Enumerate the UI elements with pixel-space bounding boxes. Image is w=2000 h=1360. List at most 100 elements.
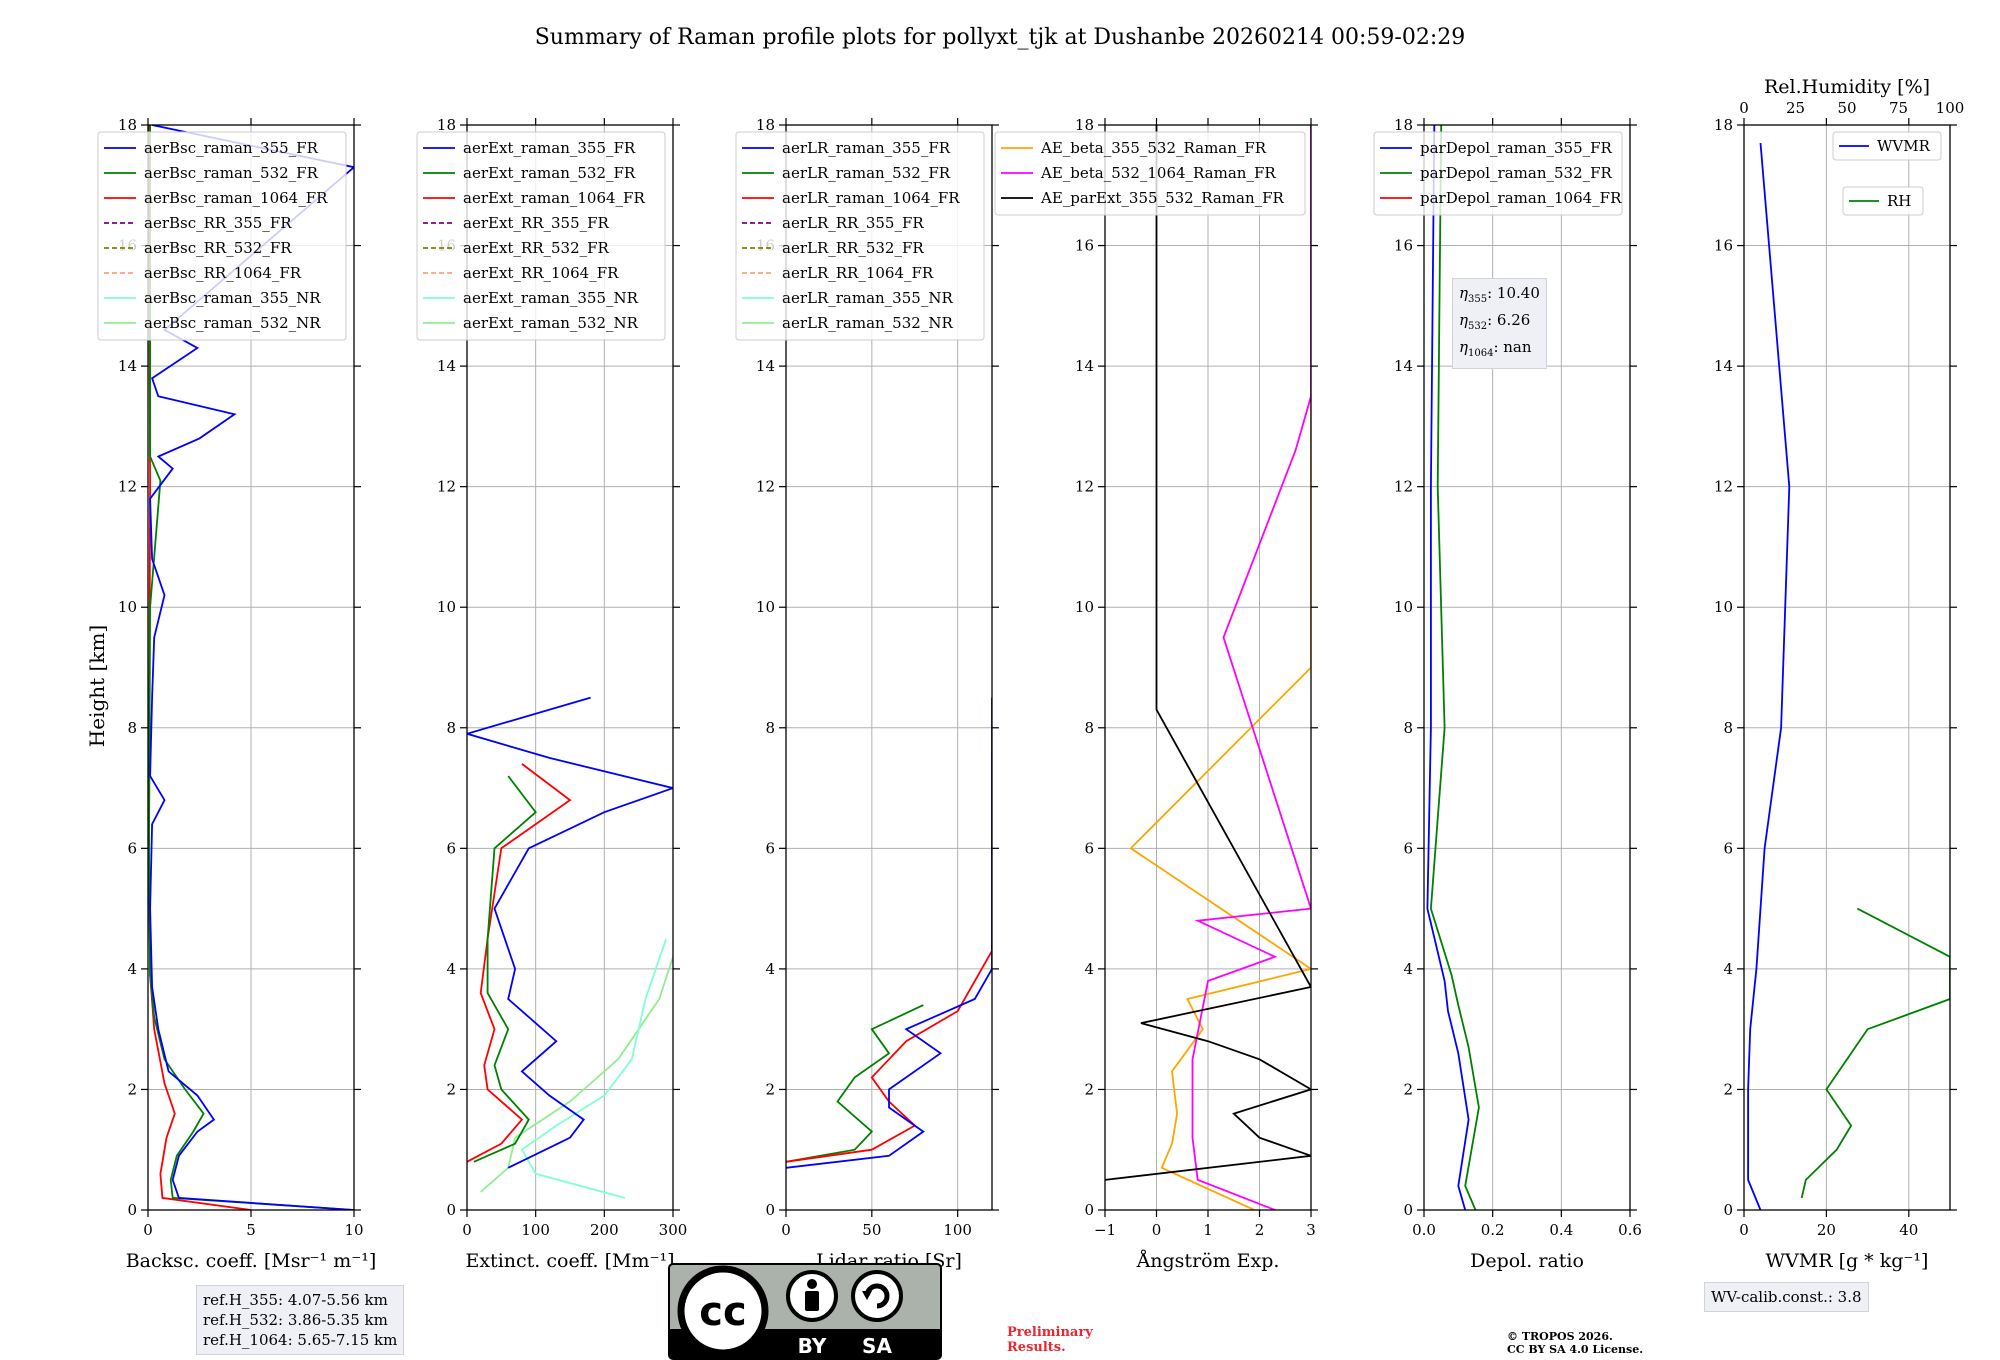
preliminary-line-2: Results. [1007, 1340, 1066, 1355]
ytick-label-depol-1: 2 [1403, 1080, 1413, 1098]
ytick-label-wv-8: 16 [1714, 237, 1733, 255]
eta-1064-line: η1064: nan [1459, 338, 1532, 359]
ytick-label-depol-7: 14 [1394, 357, 1413, 375]
panel-lr: 050100024681012141618Lidar ratio [Sr]aer… [735, 116, 999, 1272]
ytick-label-ae-5: 10 [1075, 598, 1094, 616]
ref-height-355: ref.H_355: 4.07-5.56 km [203, 1291, 388, 1309]
xtick-label-bsc-2: 10 [344, 1221, 363, 1239]
ytick-label-lr-1: 2 [765, 1080, 775, 1098]
cc-circle-icon [677, 1265, 769, 1357]
xlabel-ext: Extinct. coeff. [Mm⁻¹] [465, 1250, 674, 1272]
ytick-label-ae-1: 2 [1084, 1080, 1094, 1098]
legend-label-bsc-6: aerBsc_raman_355_NR [144, 289, 321, 307]
series-AE_parExt_355_532_Raman_FR [1105, 125, 1311, 1181]
xtick-label-wv-0: 0 [1739, 1221, 1749, 1239]
ytick-label-ext-4: 8 [446, 719, 456, 737]
legend-label-lr-1: aerLR_raman_532_FR [782, 164, 951, 182]
legend-label-lr-3: aerLR_RR_355_FR [782, 214, 924, 232]
legend-label-lr-7: aerLR_raman_532_NR [782, 314, 953, 332]
series-aerBsc_raman_355_FR [149, 125, 354, 1210]
axes-frame-lr [785, 124, 993, 1211]
xtick-label-wv-1: 20 [1817, 1221, 1836, 1239]
series-aerExt_raman_355_NR [520, 938, 667, 1199]
panel-wv: 0 20 40 0 2 4 6 8 10 12 14 16 18 WVMR [g * kg⁻¹] 0 25 50… [1714, 76, 1964, 1272]
xlabel-wv: WVMR [g * kg⁻¹] [1766, 1250, 1929, 1272]
ytick-label-lr-3: 6 [765, 839, 775, 857]
legend-label-bsc-5: aerBsc_RR_1064_FR [144, 264, 302, 282]
preliminary-line-1: Preliminary [1007, 1325, 1093, 1340]
wv-calibration-text: WV-calib.const.: 3.8 [1711, 1288, 1862, 1306]
legend-label-ext-6: aerExt_raman_355_NR [463, 289, 639, 307]
legend-label-lr-6: aerLR_raman_355_NR [782, 289, 953, 307]
ytick-label-lr-2: 4 [765, 960, 775, 978]
ytick-label-bsc-9: 18 [118, 116, 137, 134]
legend-label-lr-0: aerLR_raman_355_FR [782, 139, 951, 157]
ytick-label-wv-0: 0 [1723, 1201, 1733, 1219]
series-aerExt_raman_532_FR [473, 775, 537, 1163]
ytick-label-bsc-2: 4 [127, 960, 137, 978]
xtick-label-ae-1: 0 [1152, 1221, 1162, 1239]
legend-label-ext-7: aerExt_raman_532_NR [463, 314, 639, 332]
ytick-label-wv-9: 18 [1714, 116, 1733, 134]
legend-lr: aerLR_raman_355_FR aerLR_raman_532_FR aerL… [735, 131, 985, 341]
ytick-label-ext-6: 12 [437, 478, 456, 496]
ytick-label-ae-4: 8 [1084, 719, 1094, 737]
by-label: BY [798, 1334, 827, 1358]
eta-532-line: η532: 6.26 [1459, 311, 1531, 332]
copyright-line-2: CC BY SA 4.0 License. [1507, 1343, 1644, 1356]
series-aerLR_raman_355_FR [786, 697, 992, 1169]
ytick-label-lr-6: 12 [756, 478, 775, 496]
copyright-note: © TROPOS 2026. CC BY SA 4.0 License. [1507, 1330, 1643, 1356]
ytick-label-wv-6: 12 [1714, 478, 1733, 496]
legend-label-ae-0: AE_beta_355_532_Raman_FR [1040, 139, 1267, 157]
xlabel-bsc: Backsc. coeff. [Msr⁻¹ m⁻¹] [126, 1250, 377, 1272]
copyright-line-1: © TROPOS 2026. [1507, 1330, 1613, 1343]
ytick-label-ext-2: 4 [446, 960, 456, 978]
sa-label: SA [862, 1334, 892, 1358]
ytick-label-depol-6: 12 [1394, 478, 1413, 496]
top-xlabel-rh: Rel.Humidity [%] [1764, 76, 1930, 98]
series-aerBsc_raman_532_FR [148, 125, 354, 1210]
legend-depol: parDepol_raman_355_FR parDepol_raman_532_… [1373, 131, 1623, 216]
xtick-label-depol-3: 0.6 [1618, 1221, 1642, 1239]
ytick-label-wv-1: 2 [1723, 1080, 1733, 1098]
ytick-label-ae-2: 4 [1084, 960, 1094, 978]
profiles-lr [786, 697, 992, 1169]
ytick-label-lr-0: 0 [765, 1201, 775, 1219]
series-parDepol_raman_355_FR [1426, 125, 1470, 1210]
profiles-ae [1105, 125, 1311, 1210]
ytick-label-ae-6: 12 [1075, 478, 1094, 496]
ytick-label-ext-1: 2 [446, 1080, 456, 1098]
legend-label-ae-2: AE_parExt_355_532_Raman_FR [1040, 189, 1285, 207]
legend-wv-1: RH [1842, 186, 1924, 216]
series-aerLR_raman_1064_FR [786, 751, 992, 1163]
ytick-label-ext-0: 0 [446, 1201, 456, 1219]
xlabel-ae: Ångström Exp. [1136, 1250, 1280, 1272]
legend-label-ae-1: AE_beta_532_1064_Raman_FR [1040, 164, 1276, 182]
legend-label-wv-0: WVMR [1877, 137, 1931, 155]
legend-label-ext-2: aerExt_raman_1064_FR [463, 189, 645, 207]
xtick-label-ext-3: 300 [659, 1221, 688, 1239]
preliminary-note: Preliminary Results. [1007, 1325, 1093, 1355]
ytick-label-ae-3: 6 [1084, 839, 1094, 857]
ytick-label-lr-7: 14 [756, 357, 775, 375]
ytick-label-depol-3: 6 [1403, 839, 1413, 857]
panels-group: 0510024681012141618Backsc. coeff. [Msr⁻¹… [97, 76, 1964, 1272]
series-RH [1800, 907, 1950, 1199]
legend-label-lr-4: aerLR_RR_532_FR [782, 239, 924, 257]
cc-letters-icon: cc [699, 1289, 746, 1335]
ytick-label-ae-7: 14 [1075, 357, 1094, 375]
legend-ae: AE_beta_355_532_Raman_FR AE_beta_532_1064… [994, 131, 1306, 216]
profiles-ext [467, 696, 673, 1199]
ytick-label-depol-5: 10 [1394, 598, 1413, 616]
ytick-label-depol-4: 8 [1403, 719, 1413, 737]
eta-annotation: η355: 10.40 η532: 6.26 η1064: nan [1452, 278, 1547, 369]
ytick-label-depol-2: 4 [1403, 960, 1413, 978]
xtick-label-ae-4: 3 [1306, 1221, 1316, 1239]
series-parDepol_raman_532_FR [1429, 125, 1480, 1210]
xtick-label-depol-1: 0.2 [1481, 1221, 1505, 1239]
axes-frame-wv [1743, 124, 1951, 1211]
panel-ext: 0100200300024681012141618Extinct. coeff.… [416, 116, 688, 1272]
legend-label-bsc-2: aerBsc_raman_1064_FR [144, 189, 328, 207]
series-aerExt_raman_355_FR [467, 696, 673, 1169]
